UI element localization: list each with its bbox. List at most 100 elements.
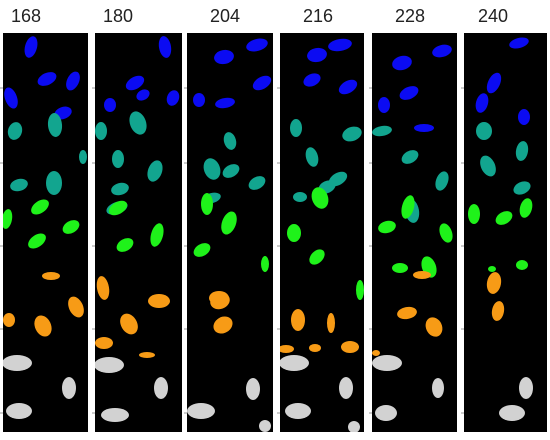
- blue-cell: [136, 89, 150, 101]
- blue-cell: [432, 44, 452, 58]
- panel-background: [3, 33, 88, 432]
- image-panels: [0, 33, 547, 432]
- green-cell: [3, 209, 13, 229]
- image-panel-180: [92, 33, 182, 432]
- blue-cell: [307, 47, 327, 63]
- blue-cell: [486, 72, 502, 94]
- blue-cell: [252, 75, 272, 91]
- orange-cell: [425, 317, 443, 337]
- green-cell: [311, 187, 329, 209]
- blue-cell: [518, 109, 530, 125]
- column-label-204: 204: [210, 6, 240, 26]
- green-cell: [116, 238, 134, 252]
- green-cell: [519, 198, 533, 218]
- blue-cell: [37, 72, 57, 86]
- green-cell: [62, 220, 80, 234]
- teal-cell: [222, 164, 240, 178]
- green-cell: [31, 199, 49, 215]
- orange-cell: [95, 337, 113, 349]
- teal-cell: [147, 160, 163, 182]
- gray-cell: [101, 408, 129, 422]
- blue-cell: [399, 86, 419, 100]
- green-cell: [516, 260, 528, 270]
- gray-cell: [499, 405, 525, 421]
- teal-cell: [111, 182, 129, 196]
- teal-cell: [480, 155, 496, 177]
- gray-cell: [285, 403, 311, 419]
- image-panel-168: [0, 33, 88, 432]
- orange-cell: [291, 309, 305, 331]
- column-label-216: 216: [303, 6, 333, 26]
- orange-cell: [309, 344, 321, 352]
- gray-cell: [339, 377, 353, 399]
- gray-cell: [95, 357, 124, 373]
- orange-cell: [341, 341, 359, 353]
- teal-cell: [328, 171, 348, 187]
- blue-cell: [338, 79, 358, 95]
- column-label-228: 228: [395, 6, 425, 26]
- green-cell: [193, 243, 211, 257]
- teal-cell: [290, 119, 302, 137]
- teal-cell: [203, 158, 221, 180]
- teal-cell: [342, 126, 362, 142]
- blue-cell: [125, 75, 145, 91]
- teal-cell: [223, 132, 237, 150]
- orange-cell: [213, 316, 233, 334]
- panel-background: [464, 33, 547, 432]
- gray-cell: [3, 355, 32, 371]
- teal-cell: [515, 141, 529, 161]
- orange-cell: [68, 296, 84, 318]
- teal-cell: [46, 171, 62, 195]
- image-panel-204: [184, 33, 273, 432]
- orange-cell: [148, 294, 170, 308]
- green-cell: [108, 200, 128, 216]
- gray-cell: [6, 403, 32, 419]
- blue-cell: [414, 124, 434, 132]
- teal-cell: [513, 181, 531, 195]
- orange-cell: [210, 292, 230, 310]
- orange-cell: [486, 272, 502, 294]
- teal-cell: [79, 150, 87, 164]
- teal-cell: [248, 176, 266, 190]
- teal-cell: [7, 122, 23, 140]
- gray-cell: [154, 377, 168, 399]
- blue-cell: [104, 98, 116, 112]
- orange-cell: [413, 271, 431, 279]
- green-cell: [495, 211, 513, 225]
- orange-cell: [372, 350, 380, 356]
- blue-cell: [4, 87, 18, 109]
- green-cell: [401, 195, 415, 219]
- green-cell: [221, 211, 237, 235]
- gray-cell: [432, 378, 444, 398]
- blue-cell: [303, 73, 321, 87]
- teal-cell: [372, 125, 392, 137]
- blue-cell: [158, 36, 172, 58]
- orange-cell: [120, 313, 138, 335]
- gray-cell: [375, 405, 397, 421]
- green-cell: [261, 256, 269, 272]
- gray-cell: [62, 377, 76, 399]
- green-cell: [356, 280, 364, 300]
- green-cell: [287, 224, 301, 242]
- green-cell: [468, 204, 480, 224]
- image-panel-228: [369, 33, 457, 432]
- teal-cell: [435, 171, 449, 191]
- teal-cell: [293, 192, 307, 202]
- green-cell: [28, 233, 46, 249]
- orange-cell: [42, 272, 60, 280]
- teal-cell: [47, 113, 63, 137]
- blue-cell: [475, 93, 489, 113]
- teal-cell: [305, 147, 319, 167]
- teal-cell: [112, 150, 124, 168]
- blue-cell: [66, 71, 80, 91]
- orange-cell: [96, 276, 110, 300]
- image-panel-240: [461, 33, 547, 432]
- orange-cell: [327, 313, 335, 333]
- blue-cell: [24, 36, 38, 58]
- orange-cell: [3, 313, 15, 327]
- green-cell: [488, 266, 496, 272]
- column-label-240: 240: [478, 6, 508, 26]
- image-panel-216: [277, 33, 364, 432]
- teal-cell: [401, 150, 419, 164]
